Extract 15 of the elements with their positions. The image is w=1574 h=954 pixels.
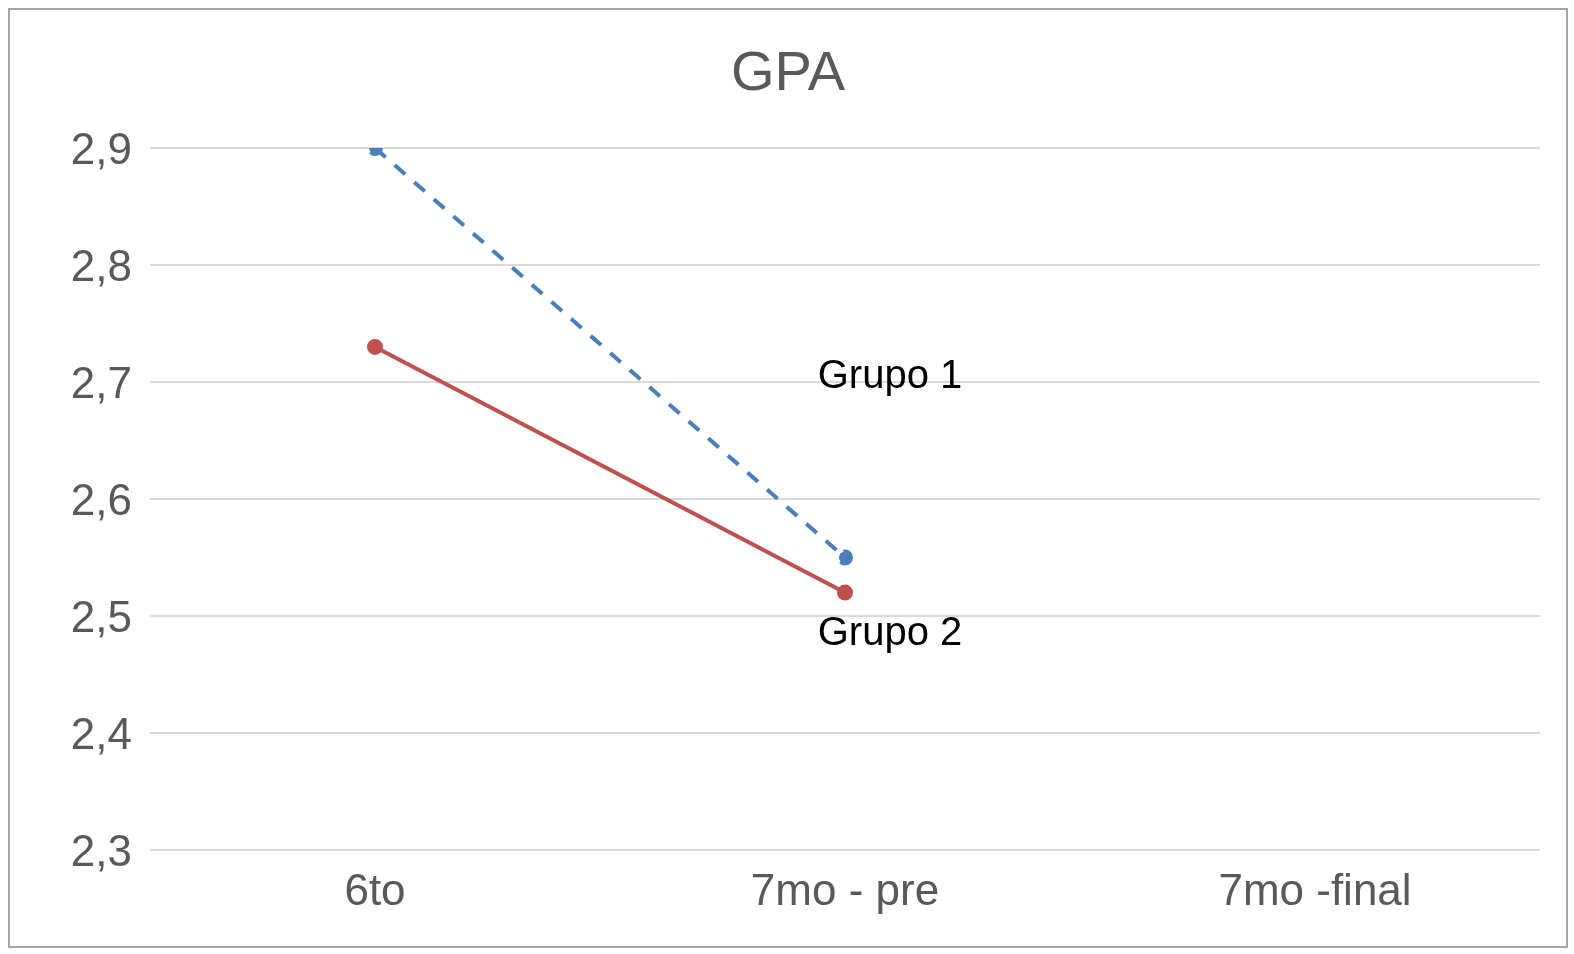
y-tick-label: 2,6 (70, 474, 132, 524)
chart-title: GPA (729, 38, 847, 103)
y-tick-label: 2,8 (70, 240, 132, 290)
y-tick-label: 2,3 (70, 825, 132, 875)
point (837, 549, 853, 566)
y-tick-label: 2,4 (70, 708, 132, 758)
y-tick-label: 2,7 (70, 357, 132, 407)
series-label: Grupo 2 (817, 608, 963, 653)
y-tick-label: 2,9 (70, 123, 132, 173)
y-tick-label: 2,5 (70, 591, 132, 641)
x-tick-label: 7mo -final (1218, 865, 1412, 915)
text: Grupo 1 (817, 351, 963, 396)
point (837, 584, 853, 601)
x-tick-label: 7mo - pre (750, 865, 940, 915)
x-tick-label: 6to (344, 865, 406, 915)
